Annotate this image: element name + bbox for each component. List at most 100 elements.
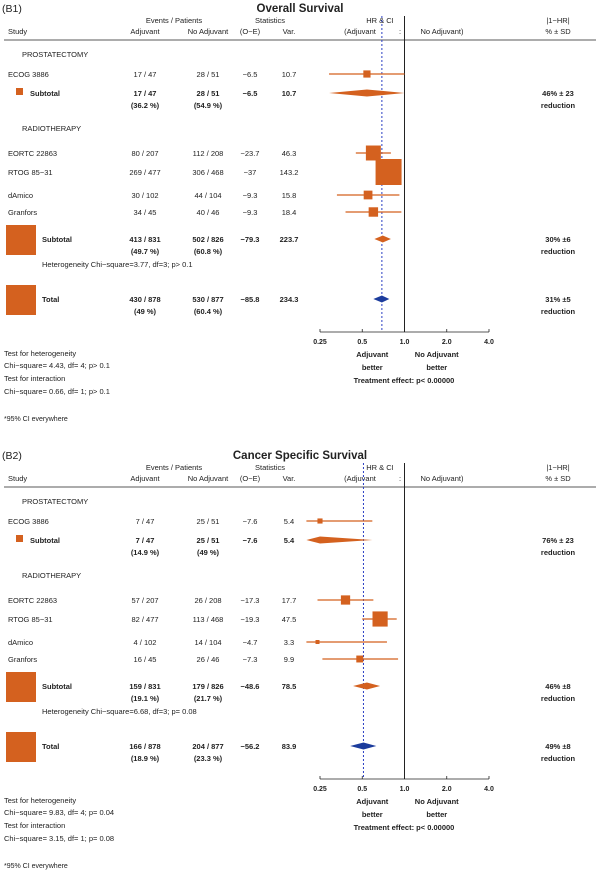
var-header: Var.: [283, 27, 296, 36]
hr-direction-right: No Adjuvant): [421, 27, 464, 36]
subtotal-weight-box: [6, 672, 36, 702]
study-point: [315, 640, 320, 644]
study-o-e: −19.3: [241, 615, 260, 624]
total-reduction: 31% ±5: [545, 295, 570, 304]
study-name: Granfors: [8, 655, 37, 664]
axis-right-direction: No Adjuvant: [415, 797, 459, 806]
subtotal-weight-box: [6, 225, 36, 255]
subtotal-no-adjuvant-pct: (54.9 %): [194, 101, 223, 110]
study-name: Granfors: [8, 208, 37, 217]
total-no-adjuvant-pct: (23.3 %): [194, 754, 223, 763]
subtotal-adjuvant-events: 17 / 47: [134, 89, 157, 98]
adjuvant-header: Adjuvant: [130, 27, 160, 36]
subtotal-adjuvant-pct: (14.9 %): [131, 548, 160, 557]
study-var: 46.3: [282, 149, 297, 158]
study-point: [375, 159, 402, 185]
test-note: Chi−square= 0.66, df= 1; p> 0.1: [4, 387, 110, 396]
study-no-adjuvant-events: 14 / 104: [194, 638, 221, 647]
total-o-e: −56.2: [241, 742, 260, 751]
test-note: Chi−square= 3.15, df= 1; p= 0.08: [4, 834, 114, 843]
subtotal-no-adjuvant-pct: (49 %): [197, 548, 220, 557]
forest-panel-1: (B1) Overall Survival Events / Patients Sta…: [2, 3, 596, 423]
x-tick-label: 0.5: [357, 786, 367, 793]
study-no-adjuvant-events: 113 / 468: [193, 615, 224, 624]
study-point: [356, 655, 364, 663]
study-name: dAmico: [8, 191, 33, 200]
test-note: Test for interaction: [4, 821, 65, 830]
study-no-adjuvant-events: 28 / 51: [197, 70, 220, 79]
study-name: RTOG 85−31: [8, 615, 53, 624]
study-no-adjuvant-events: 44 / 104: [194, 191, 221, 200]
study-adjuvant-events: 17 / 47: [134, 70, 157, 79]
subtotal-weight-box: [16, 535, 23, 542]
axis-right-direction: No Adjuvant: [415, 350, 459, 359]
test-note: Test for heterogeneity: [4, 796, 76, 805]
study-adjuvant-events: 30 / 102: [131, 191, 158, 200]
study-adjuvant-events: 269 / 477: [129, 168, 160, 177]
study-point: [372, 611, 388, 627]
study-var: 17.7: [282, 596, 297, 605]
study-name: dAmico: [8, 638, 33, 647]
subtotal-no-adjuvant-events: 502 / 826: [192, 235, 223, 244]
subtotal-var: 78.5: [282, 682, 297, 691]
hr-ci-header: HR & CI: [366, 16, 394, 25]
total-label: Total: [42, 295, 59, 304]
panel-title: Overall Survival: [257, 3, 344, 15]
study-adjuvant-events: 57 / 207: [131, 596, 158, 605]
no-adjuvant-header: No Adjuvant: [188, 474, 229, 483]
axis-left-direction: Adjuvant: [356, 797, 389, 806]
subtotal-no-adjuvant-events: 179 / 826: [192, 682, 223, 691]
subtotal-no-adjuvant-events: 28 / 51: [197, 89, 220, 98]
test-note: Test for heterogeneity: [4, 349, 76, 358]
study-adjuvant-events: 4 / 102: [134, 638, 157, 647]
axis-right-direction-sub: better: [426, 363, 447, 372]
total-var: 83.9: [282, 742, 297, 751]
subtotal-reduction-word: reduction: [541, 247, 576, 256]
panel-label: (B2): [2, 450, 22, 462]
study-name: EORTC 22863: [8, 596, 57, 605]
study-o-e: −37: [244, 168, 257, 177]
study-o-e: −4.7: [243, 638, 258, 647]
axis-left-direction-sub: better: [362, 810, 383, 819]
study-var: 47.5: [282, 615, 297, 624]
study-var: 9.9: [284, 655, 294, 664]
total-o-e: −85.8: [241, 295, 260, 304]
total-adjuvant-pct: (18.9 %): [131, 754, 160, 763]
subtotal-reduction: 30% ±6: [545, 235, 570, 244]
subtotal-adjuvant-pct: (49.7 %): [131, 247, 160, 256]
total-diamond: [373, 295, 390, 303]
study-o-e: −6.5: [243, 70, 258, 79]
var-header: Var.: [283, 474, 296, 483]
reduction-header: |1−HR|: [546, 463, 569, 472]
footnote: *95% CI everywhere: [4, 863, 68, 870]
x-tick-label: 2.0: [442, 339, 452, 346]
treatment-effect: Treatment effect: p< 0.00000: [354, 376, 455, 385]
study-point: [365, 145, 381, 161]
x-tick-label: 4.0: [484, 339, 494, 346]
study-adjuvant-events: 7 / 47: [136, 517, 155, 526]
test-note: Chi−square= 9.83, df= 4; p= 0.04: [4, 808, 114, 817]
subtotal-o-e: −79.3: [241, 235, 260, 244]
study-point: [363, 190, 373, 200]
heterogeneity-note: Heterogeneity Chi−square=6.68, df=3; p= …: [42, 707, 197, 716]
total-weight-box: [6, 732, 36, 762]
x-tick-label: 4.0: [484, 786, 494, 793]
test-note: Test for interaction: [4, 374, 65, 383]
subtotal-adjuvant-events: 159 / 831: [129, 682, 160, 691]
subtotal-label: Subtotal: [30, 89, 60, 98]
subtotal-reduction: 76% ± 23: [542, 536, 574, 545]
panel-label: (B1): [2, 3, 22, 15]
study-name: EORTC 22863: [8, 149, 57, 158]
group-heading: PROSTATECTOMY: [22, 50, 88, 59]
subtotal-reduction-word: reduction: [541, 101, 576, 110]
axis-right-direction-sub: better: [426, 810, 447, 819]
total-reduction: 49% ±8: [545, 742, 570, 751]
study-o-e: −9.3: [243, 191, 258, 200]
adjuvant-header: Adjuvant: [130, 474, 160, 483]
subtotal-o-e: −6.5: [243, 89, 258, 98]
subtotal-label: Subtotal: [30, 536, 60, 545]
subtotal-reduction-word: reduction: [541, 694, 576, 703]
study-var: 10.7: [282, 70, 297, 79]
subtotal-no-adjuvant-pct: (60.8 %): [194, 247, 223, 256]
events-patients-header: Events / Patients: [146, 16, 203, 25]
